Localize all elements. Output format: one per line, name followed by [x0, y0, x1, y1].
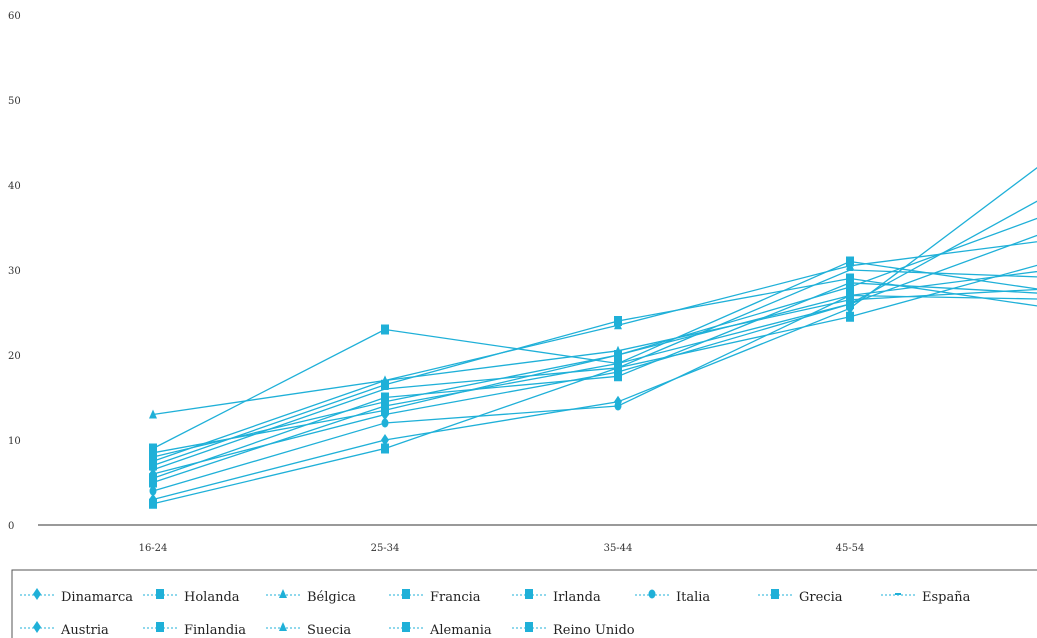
legend-item: Bélgica	[266, 589, 356, 605]
legend-item: Alemania	[389, 622, 492, 638]
y-tick-label: 60	[8, 11, 21, 22]
data-point-marker	[149, 486, 157, 496]
data-point-marker	[846, 290, 854, 301]
x-tick-label: 45-54	[836, 543, 865, 554]
series-lines	[152, 166, 1037, 505]
legend-label: España	[922, 590, 971, 605]
legend-item: Finlandia	[143, 622, 246, 638]
legend-marker	[33, 621, 41, 633]
legend-items: Dinamarca Holanda Bélgica Francia Irlanda Ita…	[20, 588, 971, 638]
series-line	[152, 277, 1037, 467]
legend-label: Holanda	[184, 590, 240, 605]
x-axis-tick-labels: 16-24 25-34 35-44 45-54	[139, 543, 865, 554]
y-tick-label: 20	[8, 351, 21, 362]
legend-label: Bélgica	[307, 590, 356, 605]
legend-marker	[279, 622, 287, 631]
legend-label: Italia	[676, 590, 710, 605]
y-tick-label: 10	[8, 436, 21, 447]
data-point-marker	[614, 350, 622, 360]
data-point-marker	[846, 302, 854, 315]
legend-label: Reino Unido	[553, 623, 635, 638]
legend-label: Dinamarca	[61, 590, 133, 605]
data-point-marker	[149, 473, 157, 484]
series-line	[152, 294, 1037, 454]
legend-marker	[33, 588, 41, 600]
series-line	[152, 288, 1037, 462]
legend-item: Francia	[389, 589, 481, 605]
legend-marker	[156, 622, 164, 632]
legend-item: España	[881, 590, 971, 605]
data-point-marker	[381, 375, 389, 385]
data-point-marker	[381, 434, 389, 446]
legend-item: Austria	[20, 621, 109, 638]
data-point-marker	[381, 379, 389, 390]
legend-item: Dinamarca	[20, 588, 133, 605]
legend-label: Alemania	[429, 623, 492, 638]
data-point-marker	[381, 405, 389, 416]
data-point-marker	[847, 269, 853, 271]
legend-item: Italia	[635, 589, 710, 605]
x-tick-label: 16-24	[139, 543, 168, 554]
data-point-marker	[382, 388, 388, 390]
legend-label: Francia	[430, 590, 481, 605]
data-point-marker	[381, 443, 389, 454]
legend-marker	[279, 589, 287, 598]
legend-marker	[525, 589, 533, 599]
data-point-marker	[381, 418, 389, 428]
data-point-marker	[149, 409, 157, 419]
legend-label: Finlandia	[184, 623, 246, 638]
legend-item: Reino Unido	[512, 622, 635, 638]
legend-box	[11, 569, 1037, 638]
data-point-marker	[614, 362, 622, 373]
legend-label: Suecia	[307, 623, 351, 638]
data-point-marker	[149, 460, 157, 471]
y-axis-tick-labels: 0 10 20 30 40 50 60	[8, 11, 21, 532]
y-tick-label: 40	[8, 181, 21, 192]
data-point-marker	[150, 468, 156, 471]
legend-label: Austria	[60, 623, 109, 638]
y-tick-label: 50	[8, 96, 21, 107]
data-point-marker	[149, 498, 157, 509]
data-point-marker	[614, 371, 622, 382]
series-line	[152, 234, 1037, 450]
legend-marker	[525, 622, 533, 632]
data-point-marker	[846, 277, 854, 288]
data-point-marker	[381, 392, 389, 403]
legend-item: Grecia	[758, 589, 843, 605]
data-point-marker	[846, 311, 854, 322]
legend-label: Grecia	[799, 590, 843, 605]
y-tick-label: 0	[8, 521, 14, 532]
series-line	[152, 241, 1037, 416]
series-line	[152, 260, 1037, 484]
series-line	[152, 200, 1037, 475]
legend-item: Irlanda	[512, 589, 601, 605]
legend-item: Holanda	[143, 589, 240, 605]
legend-marker	[771, 589, 779, 599]
x-tick-label: 35-44	[604, 543, 633, 554]
legend-label: Irlanda	[553, 590, 601, 605]
legend: Dinamarca Holanda Bélgica Francia Irlanda Ita…	[11, 569, 1037, 638]
data-point-marker	[149, 456, 157, 466]
legend-marker	[156, 589, 164, 599]
legend-marker	[648, 589, 656, 599]
data-point-marker	[149, 447, 157, 458]
series-line	[152, 166, 1037, 501]
legend-item: Suecia	[266, 622, 351, 638]
series-markers	[149, 256, 854, 509]
y-tick-label: 30	[8, 266, 21, 277]
data-point-marker	[614, 316, 622, 326]
data-point-marker	[846, 256, 854, 267]
data-point-marker	[381, 324, 389, 335]
legend-marker	[402, 589, 410, 599]
legend-marker	[895, 593, 901, 595]
data-point-marker	[614, 395, 622, 408]
legend-marker	[402, 622, 410, 632]
x-tick-label: 25-34	[371, 543, 400, 554]
